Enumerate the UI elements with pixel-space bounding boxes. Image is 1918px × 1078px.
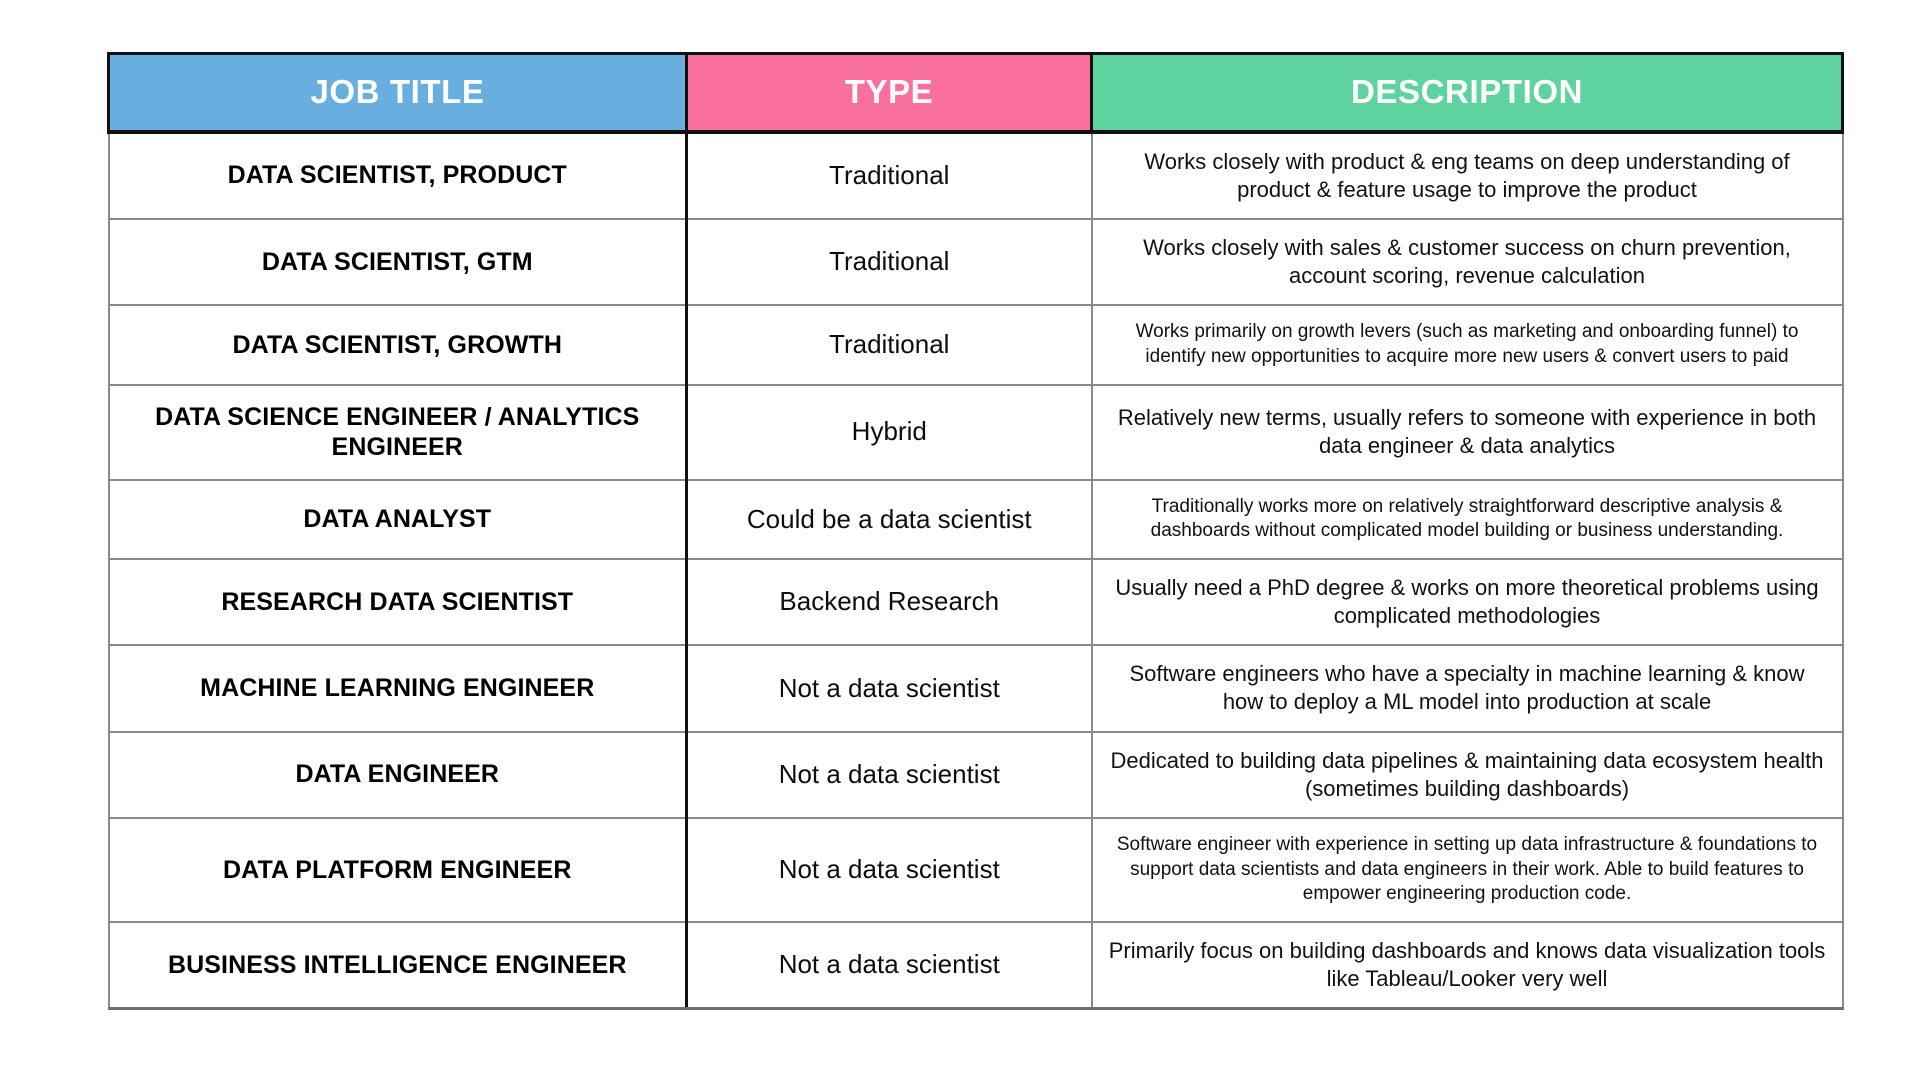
table-row: DATA ANALYST Could be a data scientist Tra… xyxy=(107,479,1844,560)
table-row: DATA SCIENCE ENGINEER / ANALYTICS ENGINE… xyxy=(107,384,1844,481)
table-row: MACHINE LEARNING ENGINEER Not a data scie… xyxy=(107,645,1844,733)
table-row: DATA SCIENTIST, GTM Traditional Works clos… xyxy=(107,218,1844,307)
cell-type: Not a data scientist xyxy=(686,817,1093,923)
cell-description: Primarily focus on building dashboards a… xyxy=(1091,921,1844,1011)
cell-job-title: DATA PLATFORM ENGINEER xyxy=(107,817,688,923)
table-row: DATA PLATFORM ENGINEER Not a data scienti… xyxy=(107,817,1844,923)
cell-description: Dedicated to building data pipelines & m… xyxy=(1091,731,1844,819)
cell-job-title: DATA ANALYST xyxy=(107,479,688,560)
column-header-job-title: JOB TITLE xyxy=(107,52,688,134)
cell-type: Traditional xyxy=(686,131,1093,220)
cell-description: Software engineer with experience in set… xyxy=(1091,817,1844,923)
cell-job-title: DATA SCIENTIST, GROWTH xyxy=(107,305,688,386)
cell-job-title: DATA ENGINEER xyxy=(107,731,688,819)
table-body: DATA SCIENTIST, PRODUCT Traditional Works … xyxy=(107,131,1844,1011)
table-row: DATA SCIENTIST, PRODUCT Traditional Works … xyxy=(107,131,1844,220)
cell-job-title: DATA SCIENTIST, PRODUCT xyxy=(107,131,688,220)
cell-description: Works closely with product & eng teams o… xyxy=(1091,131,1844,220)
column-header-description: DESCRIPTION xyxy=(1091,52,1844,134)
job-roles-table-container: JOB TITLE TYPE DESCRIPTION DATA SCIENTIS… xyxy=(107,52,1844,1011)
table-header: JOB TITLE TYPE DESCRIPTION xyxy=(107,52,1844,134)
cell-description: Relatively new terms, usually refers to … xyxy=(1091,384,1844,481)
cell-job-title: BUSINESS INTELLIGENCE ENGINEER xyxy=(107,921,688,1011)
table-row: BUSINESS INTELLIGENCE ENGINEER Not a data… xyxy=(107,921,1844,1011)
cell-type: Not a data scientist xyxy=(686,731,1093,819)
table-header-row: JOB TITLE TYPE DESCRIPTION xyxy=(107,52,1844,134)
cell-type: Could be a data scientist xyxy=(686,479,1093,560)
cell-job-title: RESEARCH DATA SCIENTIST xyxy=(107,558,688,647)
job-roles-table: JOB TITLE TYPE DESCRIPTION DATA SCIENTIS… xyxy=(107,52,1844,1011)
cell-job-title: DATA SCIENTIST, GTM xyxy=(107,218,688,307)
cell-type: Not a data scientist xyxy=(686,645,1093,733)
cell-type: Hybrid xyxy=(686,384,1093,481)
cell-description: Works closely with sales & customer succ… xyxy=(1091,218,1844,307)
table-row: DATA SCIENTIST, GROWTH Traditional Works p… xyxy=(107,305,1844,386)
cell-type: Not a data scientist xyxy=(686,921,1093,1011)
cell-type: Backend Research xyxy=(686,558,1093,647)
cell-description: Traditionally works more on relatively s… xyxy=(1091,479,1844,560)
cell-job-title: DATA SCIENCE ENGINEER / ANALYTICS ENGINE… xyxy=(107,384,688,481)
cell-job-title: MACHINE LEARNING ENGINEER xyxy=(107,645,688,733)
cell-description: Software engineers who have a specialty … xyxy=(1091,645,1844,733)
cell-type: Traditional xyxy=(686,305,1093,386)
table-row: RESEARCH DATA SCIENTIST Backend Research U… xyxy=(107,558,1844,647)
table-row: DATA ENGINEER Not a data scientist Dedicat… xyxy=(107,731,1844,819)
cell-description: Works primarily on growth levers (such a… xyxy=(1091,305,1844,386)
column-header-type: TYPE xyxy=(686,52,1093,134)
cell-description: Usually need a PhD degree & works on mor… xyxy=(1091,558,1844,647)
cell-type: Traditional xyxy=(686,218,1093,307)
